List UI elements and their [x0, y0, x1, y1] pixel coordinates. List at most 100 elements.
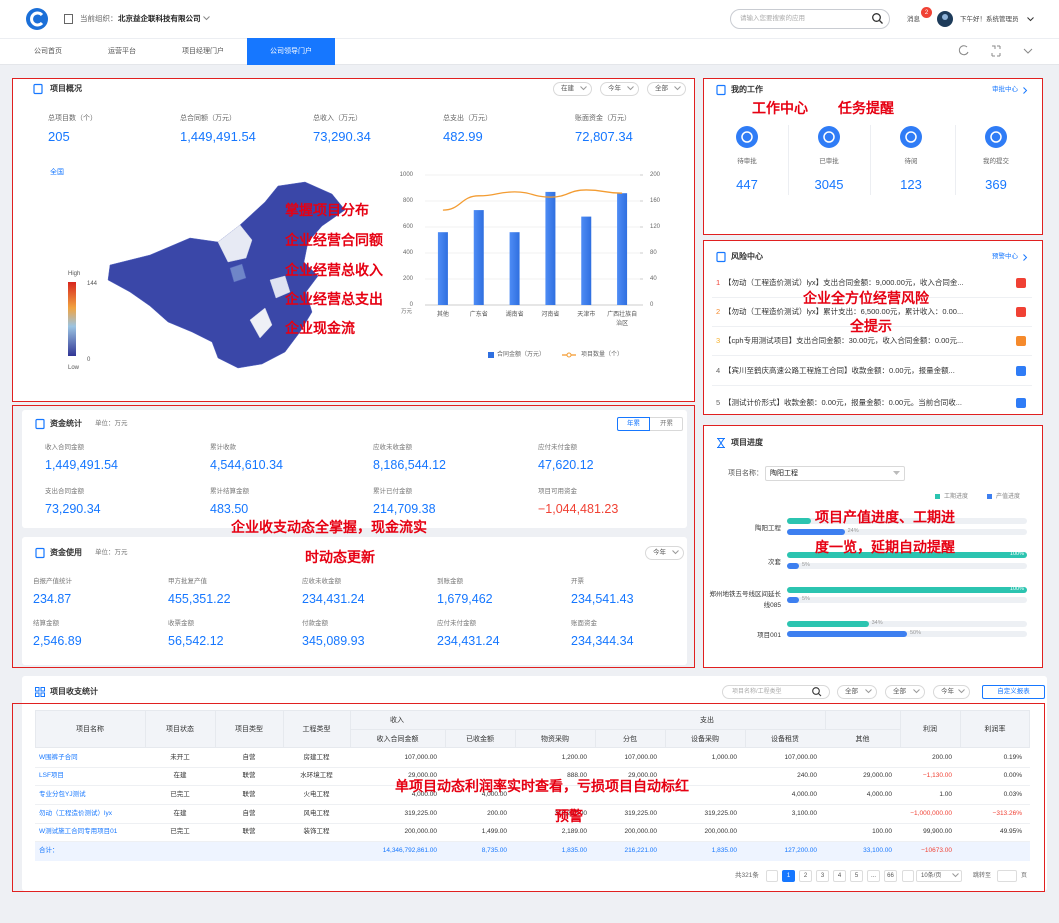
table-cell[interactable]: 专业分包YJ测试 [39, 790, 86, 798]
stat-value: 234,541.43 [571, 591, 634, 606]
tab[interactable]: 公司领导门户 [270, 47, 312, 55]
page-number[interactable]: ... [870, 873, 877, 879]
custom-report-button[interactable] [982, 685, 1045, 699]
logo-mark [30, 11, 44, 27]
page-number[interactable]: 4 [837, 873, 842, 879]
work-label[interactable]: 我的提交 [983, 157, 1009, 165]
page-button[interactable] [867, 870, 880, 882]
table-cell[interactable]: 勿动（工程造价测试）lyx [39, 809, 112, 817]
table-cell: 127,200.00 [784, 846, 817, 854]
work-icon-glyph [990, 131, 1002, 143]
stat-value: 1,679,462 [437, 591, 493, 606]
work-value[interactable]: 123 [900, 176, 922, 192]
column-header: 项目名称 [76, 725, 104, 733]
table-cell: 3,100.00 [791, 809, 817, 817]
message-label[interactable]: 消息 [907, 15, 920, 23]
chevron [203, 16, 210, 21]
table-cell: 8,735.00 [481, 846, 507, 854]
stat-label: 开票 [571, 577, 584, 585]
tab[interactable]: 运营平台 [108, 47, 136, 55]
table-cell: 29,000.00 [408, 771, 437, 779]
button-label[interactable]: 自定义报表 [997, 687, 1030, 695]
work-value[interactable]: 447 [736, 176, 758, 192]
region-link[interactable]: 全国 [50, 168, 64, 176]
toggle-label[interactable]: 开累 [660, 419, 673, 427]
table-cell: 100.00 [872, 827, 892, 835]
work-value[interactable]: 369 [985, 176, 1007, 192]
panel-link[interactable]: 预警中心 [992, 252, 1018, 260]
dropdown[interactable] [933, 685, 970, 699]
toggle-active[interactable] [617, 417, 650, 431]
work-label[interactable]: 待审批 [737, 157, 757, 165]
work-label[interactable]: 已审批 [819, 157, 839, 165]
progress-name: 次套 [768, 558, 781, 566]
page-next[interactable] [902, 870, 914, 882]
work-icon-glyph [905, 131, 917, 143]
table-cell: 200.00 [932, 753, 952, 761]
grid-icon [40, 692, 45, 697]
table-cell: 99,900.00 [923, 827, 952, 835]
chevron [627, 86, 634, 91]
dropdown[interactable] [553, 82, 592, 96]
stat-label: 项目可用资金 [538, 487, 577, 495]
select[interactable] [765, 466, 905, 481]
dropdown[interactable] [885, 685, 925, 699]
work-value[interactable]: 3045 [814, 176, 844, 192]
search-box[interactable] [730, 9, 890, 29]
page-number[interactable]: 5 [854, 873, 859, 879]
page-button[interactable] [833, 870, 846, 882]
org-label: 当前组织： [80, 14, 118, 24]
work-label[interactable]: 待阅 [904, 157, 918, 165]
page-number[interactable]: 3 [820, 873, 825, 879]
page-button[interactable] [782, 870, 795, 882]
panel-link[interactable]: 审批中心 [992, 85, 1018, 93]
stat-value: 47,620.12 [538, 457, 594, 472]
page-button[interactable] [799, 870, 812, 882]
table-cell[interactable]: W围裤子合同 [39, 753, 78, 761]
risk-text[interactable]: 【cph专用测试项目】支出合同金额：30.00元，收入合同金额：0.00元... [724, 336, 964, 346]
risk-text[interactable]: 【宾川至鹤庆高速公路工程施工合同】收款金额：0.00元，报量金额... [724, 366, 955, 376]
table-cell[interactable]: W测试施工合同专用项目01 [39, 827, 118, 835]
chevron [672, 550, 679, 555]
dropdown[interactable] [600, 82, 639, 96]
tab[interactable]: 公司首页 [34, 47, 62, 55]
table-cell: 0.19% [1003, 753, 1022, 761]
page-button[interactable] [850, 870, 863, 882]
progress-name: 陶阳工程 [755, 524, 781, 532]
stat-value: 345,089.93 [302, 633, 365, 648]
progress-label: 5% [802, 562, 810, 569]
page-number[interactable]: 2 [803, 873, 808, 879]
highlight-frame [703, 425, 1043, 668]
risk-text[interactable]: 【测试计价形式】收款金额：0.00元，报量金额：0.00元。当前合同收... [724, 398, 962, 408]
x-tick-label: 河南省 [541, 312, 560, 318]
risk-text[interactable]: 【勿动（工程造价测试）lyx】支出合同金额：9,000.00元，收入合同金... [724, 278, 964, 288]
toggle[interactable] [650, 417, 683, 431]
chevron [674, 86, 681, 91]
divider [788, 125, 789, 195]
title-icon [33, 83, 43, 95]
page-number[interactable]: 66 [887, 873, 894, 879]
tab[interactable]: 项目经理门户 [182, 47, 224, 55]
page-size[interactable] [916, 870, 962, 882]
search-box[interactable] [722, 685, 830, 699]
dropdown[interactable] [647, 82, 686, 96]
risk-text[interactable]: 【勿动（工程造价测试）lyx】累计支出：6,500.00元，累计收入：0.00.… [724, 307, 964, 317]
highlight-frame [12, 703, 1045, 892]
toggle-label[interactable]: 年累 [627, 419, 640, 427]
page-button[interactable] [816, 870, 829, 882]
dropdown[interactable] [645, 546, 684, 560]
title-icon [35, 418, 45, 430]
table-cell: 0.00% [1003, 771, 1022, 779]
page-button[interactable] [884, 870, 897, 882]
bar-chart [425, 174, 643, 306]
table-row [35, 805, 1030, 824]
table-cell: 火电工程 [303, 790, 330, 798]
jump-input[interactable] [997, 870, 1017, 882]
page-prev[interactable] [766, 870, 778, 882]
y2-tick-label: 160 [650, 198, 661, 204]
stat-value: 72,807.34 [575, 128, 633, 144]
dropdown[interactable] [837, 685, 877, 699]
table-cell[interactable]: LSF项目 [39, 771, 64, 779]
page-number[interactable]: 1 [786, 873, 791, 879]
search-handle [879, 20, 883, 24]
